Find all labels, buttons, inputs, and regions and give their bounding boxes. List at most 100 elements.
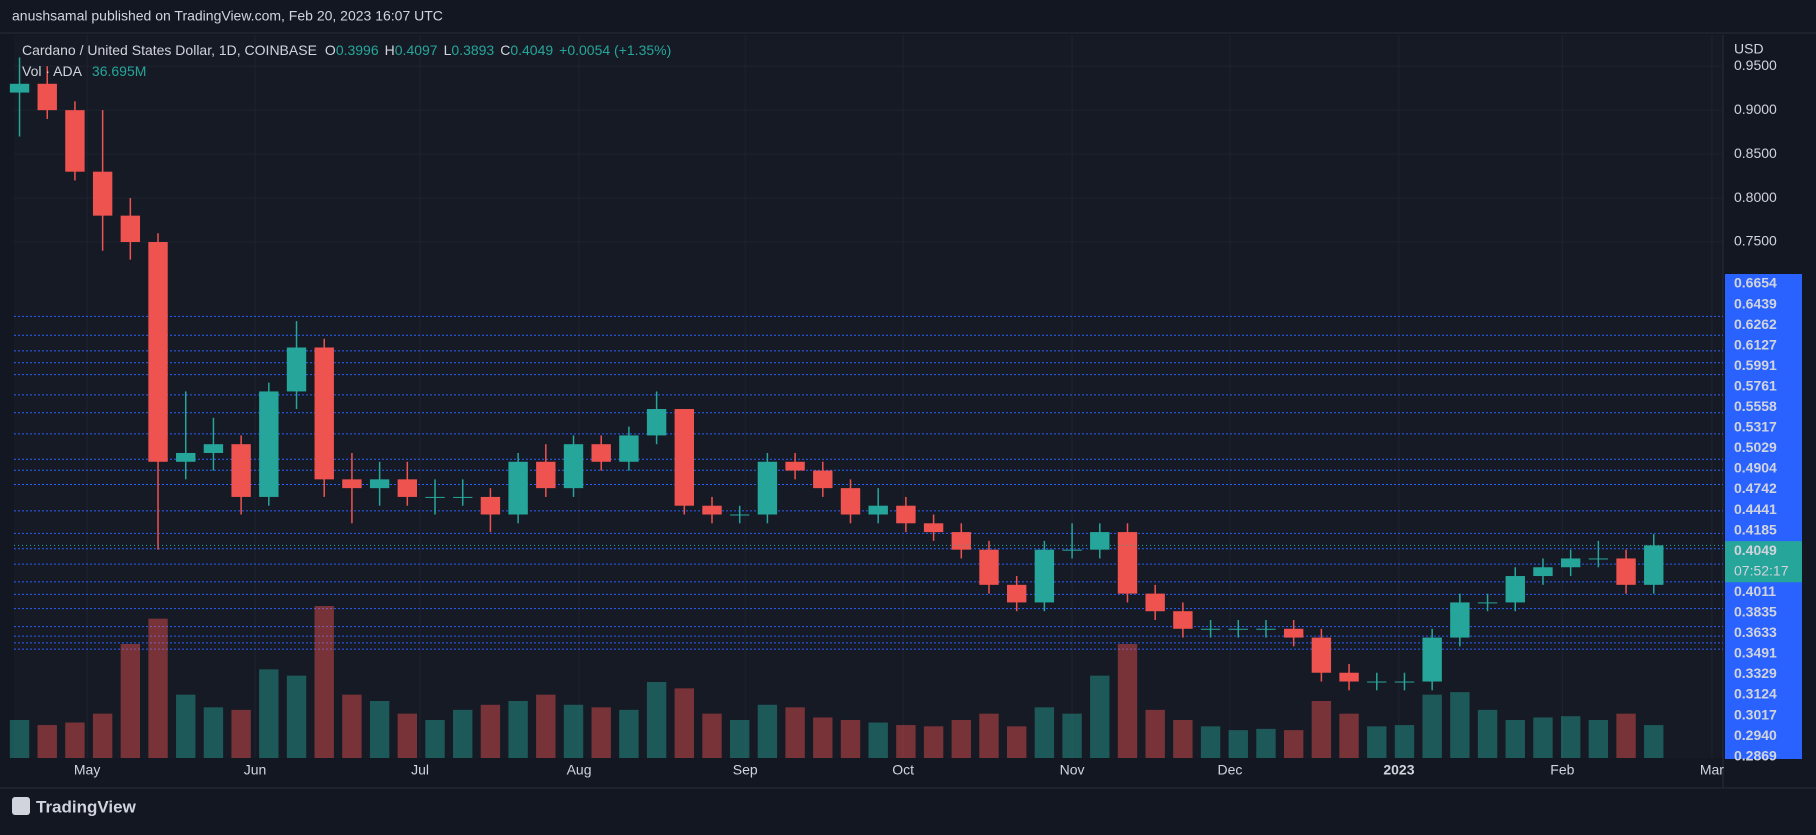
level-label: 0.6439	[1734, 295, 1777, 311]
volume-bar	[425, 720, 445, 758]
x-tick-label: Oct	[892, 762, 914, 778]
volume-bar	[508, 701, 528, 758]
brand-logo	[12, 797, 30, 815]
levels-label-panel	[1725, 274, 1802, 759]
volume-bar	[1644, 725, 1664, 758]
x-tick-label: Nov	[1060, 762, 1085, 778]
candle-body	[674, 409, 694, 506]
candle-body	[286, 347, 307, 392]
candle-body	[92, 171, 113, 216]
candle-body	[1200, 628, 1221, 630]
volume-bar	[730, 720, 750, 758]
candle-body	[314, 347, 334, 480]
volume-bar	[840, 720, 861, 758]
ohlc-value: 0.3893	[451, 42, 494, 58]
y-tick-label: 0.8500	[1734, 145, 1777, 161]
volume-bar	[951, 720, 971, 758]
level-label: 0.5317	[1734, 419, 1777, 435]
volume-bar	[868, 722, 888, 758]
volume-bar	[1311, 701, 1332, 758]
candle-body	[37, 83, 57, 111]
level-label: 0.3329	[1734, 665, 1777, 681]
volume-bar	[1090, 675, 1110, 758]
volume-bar	[37, 725, 57, 758]
volume-bar	[1283, 730, 1304, 758]
candle-body	[176, 452, 196, 462]
volume-bar	[92, 713, 113, 758]
volume-bar	[314, 606, 334, 758]
volume-bar	[1394, 725, 1415, 758]
candle-body	[979, 549, 999, 585]
x-tick-label: Dec	[1218, 762, 1243, 778]
candle-body	[1283, 628, 1304, 638]
candle-body	[896, 505, 916, 524]
volume-bar	[231, 709, 251, 758]
volume-bar	[1117, 644, 1138, 758]
level-label: 0.2940	[1734, 727, 1777, 743]
candle-body	[923, 523, 944, 533]
x-tick-label: Aug	[567, 762, 592, 778]
level-label: 0.3491	[1734, 645, 1777, 661]
x-tick-label: 2023	[1383, 762, 1414, 778]
level-label: 0.5991	[1734, 357, 1777, 373]
candle-body	[453, 496, 473, 498]
candle-body	[1090, 532, 1110, 550]
volume-bar	[369, 701, 390, 758]
volume-bar	[979, 713, 999, 758]
candle-body	[120, 215, 141, 243]
y-tick-label: 0.8000	[1734, 189, 1777, 205]
volume-bar	[1477, 709, 1498, 758]
volume-bar	[536, 694, 556, 758]
level-label: 0.5558	[1734, 398, 1777, 414]
volume-bar	[1560, 716, 1581, 758]
current-price: 0.4049	[1734, 542, 1777, 558]
volume-bar	[1145, 709, 1165, 758]
volume-bar	[1422, 694, 1442, 758]
candle-body	[813, 470, 833, 489]
volume-bar	[813, 717, 833, 758]
candle-body	[148, 242, 168, 462]
volume-bar	[1450, 692, 1470, 758]
volume-bar	[176, 694, 196, 758]
candle-body	[1560, 558, 1581, 568]
volume-bar	[785, 707, 805, 758]
level-label: 0.4185	[1734, 521, 1777, 537]
candle-body	[840, 488, 861, 515]
candle-body	[1450, 602, 1470, 638]
y-tick-label: 0.7500	[1734, 233, 1777, 249]
volume-label: Vol · ADA	[22, 63, 83, 79]
volume-bar	[1367, 726, 1387, 758]
level-label: 0.2869	[1734, 747, 1777, 763]
candle-body	[1117, 532, 1138, 594]
candle-body	[1339, 672, 1359, 682]
level-label: 0.3835	[1734, 604, 1777, 620]
countdown: 07:52:17	[1734, 562, 1789, 578]
ohlc-value: 0.3996	[336, 42, 379, 58]
volume-bar	[1200, 726, 1221, 758]
candle-body	[1616, 558, 1636, 585]
volume-bar	[1588, 720, 1609, 758]
candle-body	[563, 444, 584, 489]
volume-bar	[1006, 726, 1027, 758]
ohlc-value: 0.4097	[395, 42, 438, 58]
candle-body	[868, 505, 888, 515]
candle-body	[65, 110, 85, 172]
candle-body	[1062, 549, 1082, 551]
candle-body	[757, 461, 778, 515]
candle-body	[1644, 545, 1664, 585]
level-label: 0.4742	[1734, 480, 1777, 496]
current-price-badge	[1725, 541, 1802, 583]
volume-bar	[591, 707, 611, 758]
volume-bar	[1173, 720, 1193, 758]
candle-body	[480, 496, 501, 515]
plot-area	[14, 35, 1723, 758]
candle-body	[203, 444, 224, 453]
volume-bar	[702, 713, 722, 758]
level-label: 0.3633	[1734, 624, 1777, 640]
level-label: 0.6127	[1734, 336, 1777, 352]
ohlc-label: L	[444, 42, 452, 58]
candle-body	[1145, 593, 1165, 612]
symbol-title: Cardano / United States Dollar, 1D, COIN…	[22, 42, 317, 58]
volume-bar	[286, 675, 307, 758]
